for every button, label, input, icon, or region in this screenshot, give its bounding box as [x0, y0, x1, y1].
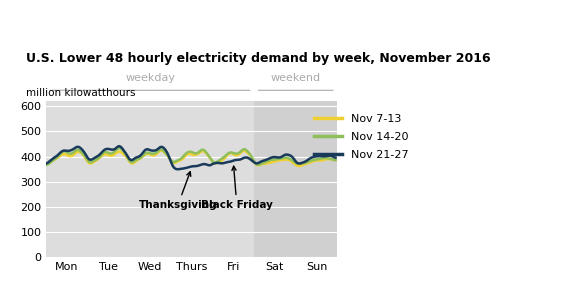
Text: million kilowatthours: million kilowatthours: [26, 88, 135, 98]
Text: Thanksgiving: Thanksgiving: [139, 172, 217, 210]
Text: weekend: weekend: [271, 73, 321, 83]
Text: Black Friday: Black Friday: [201, 166, 273, 210]
Text: weekday: weekday: [125, 73, 175, 83]
Bar: [46, 101, 254, 257]
Bar: [254, 101, 338, 257]
Text: U.S. Lower 48 hourly electricity demand by week, November 2016: U.S. Lower 48 hourly electricity demand …: [26, 52, 490, 65]
Legend: Nov 7-13, Nov 14-20, Nov 21-27: Nov 7-13, Nov 14-20, Nov 21-27: [310, 110, 413, 164]
